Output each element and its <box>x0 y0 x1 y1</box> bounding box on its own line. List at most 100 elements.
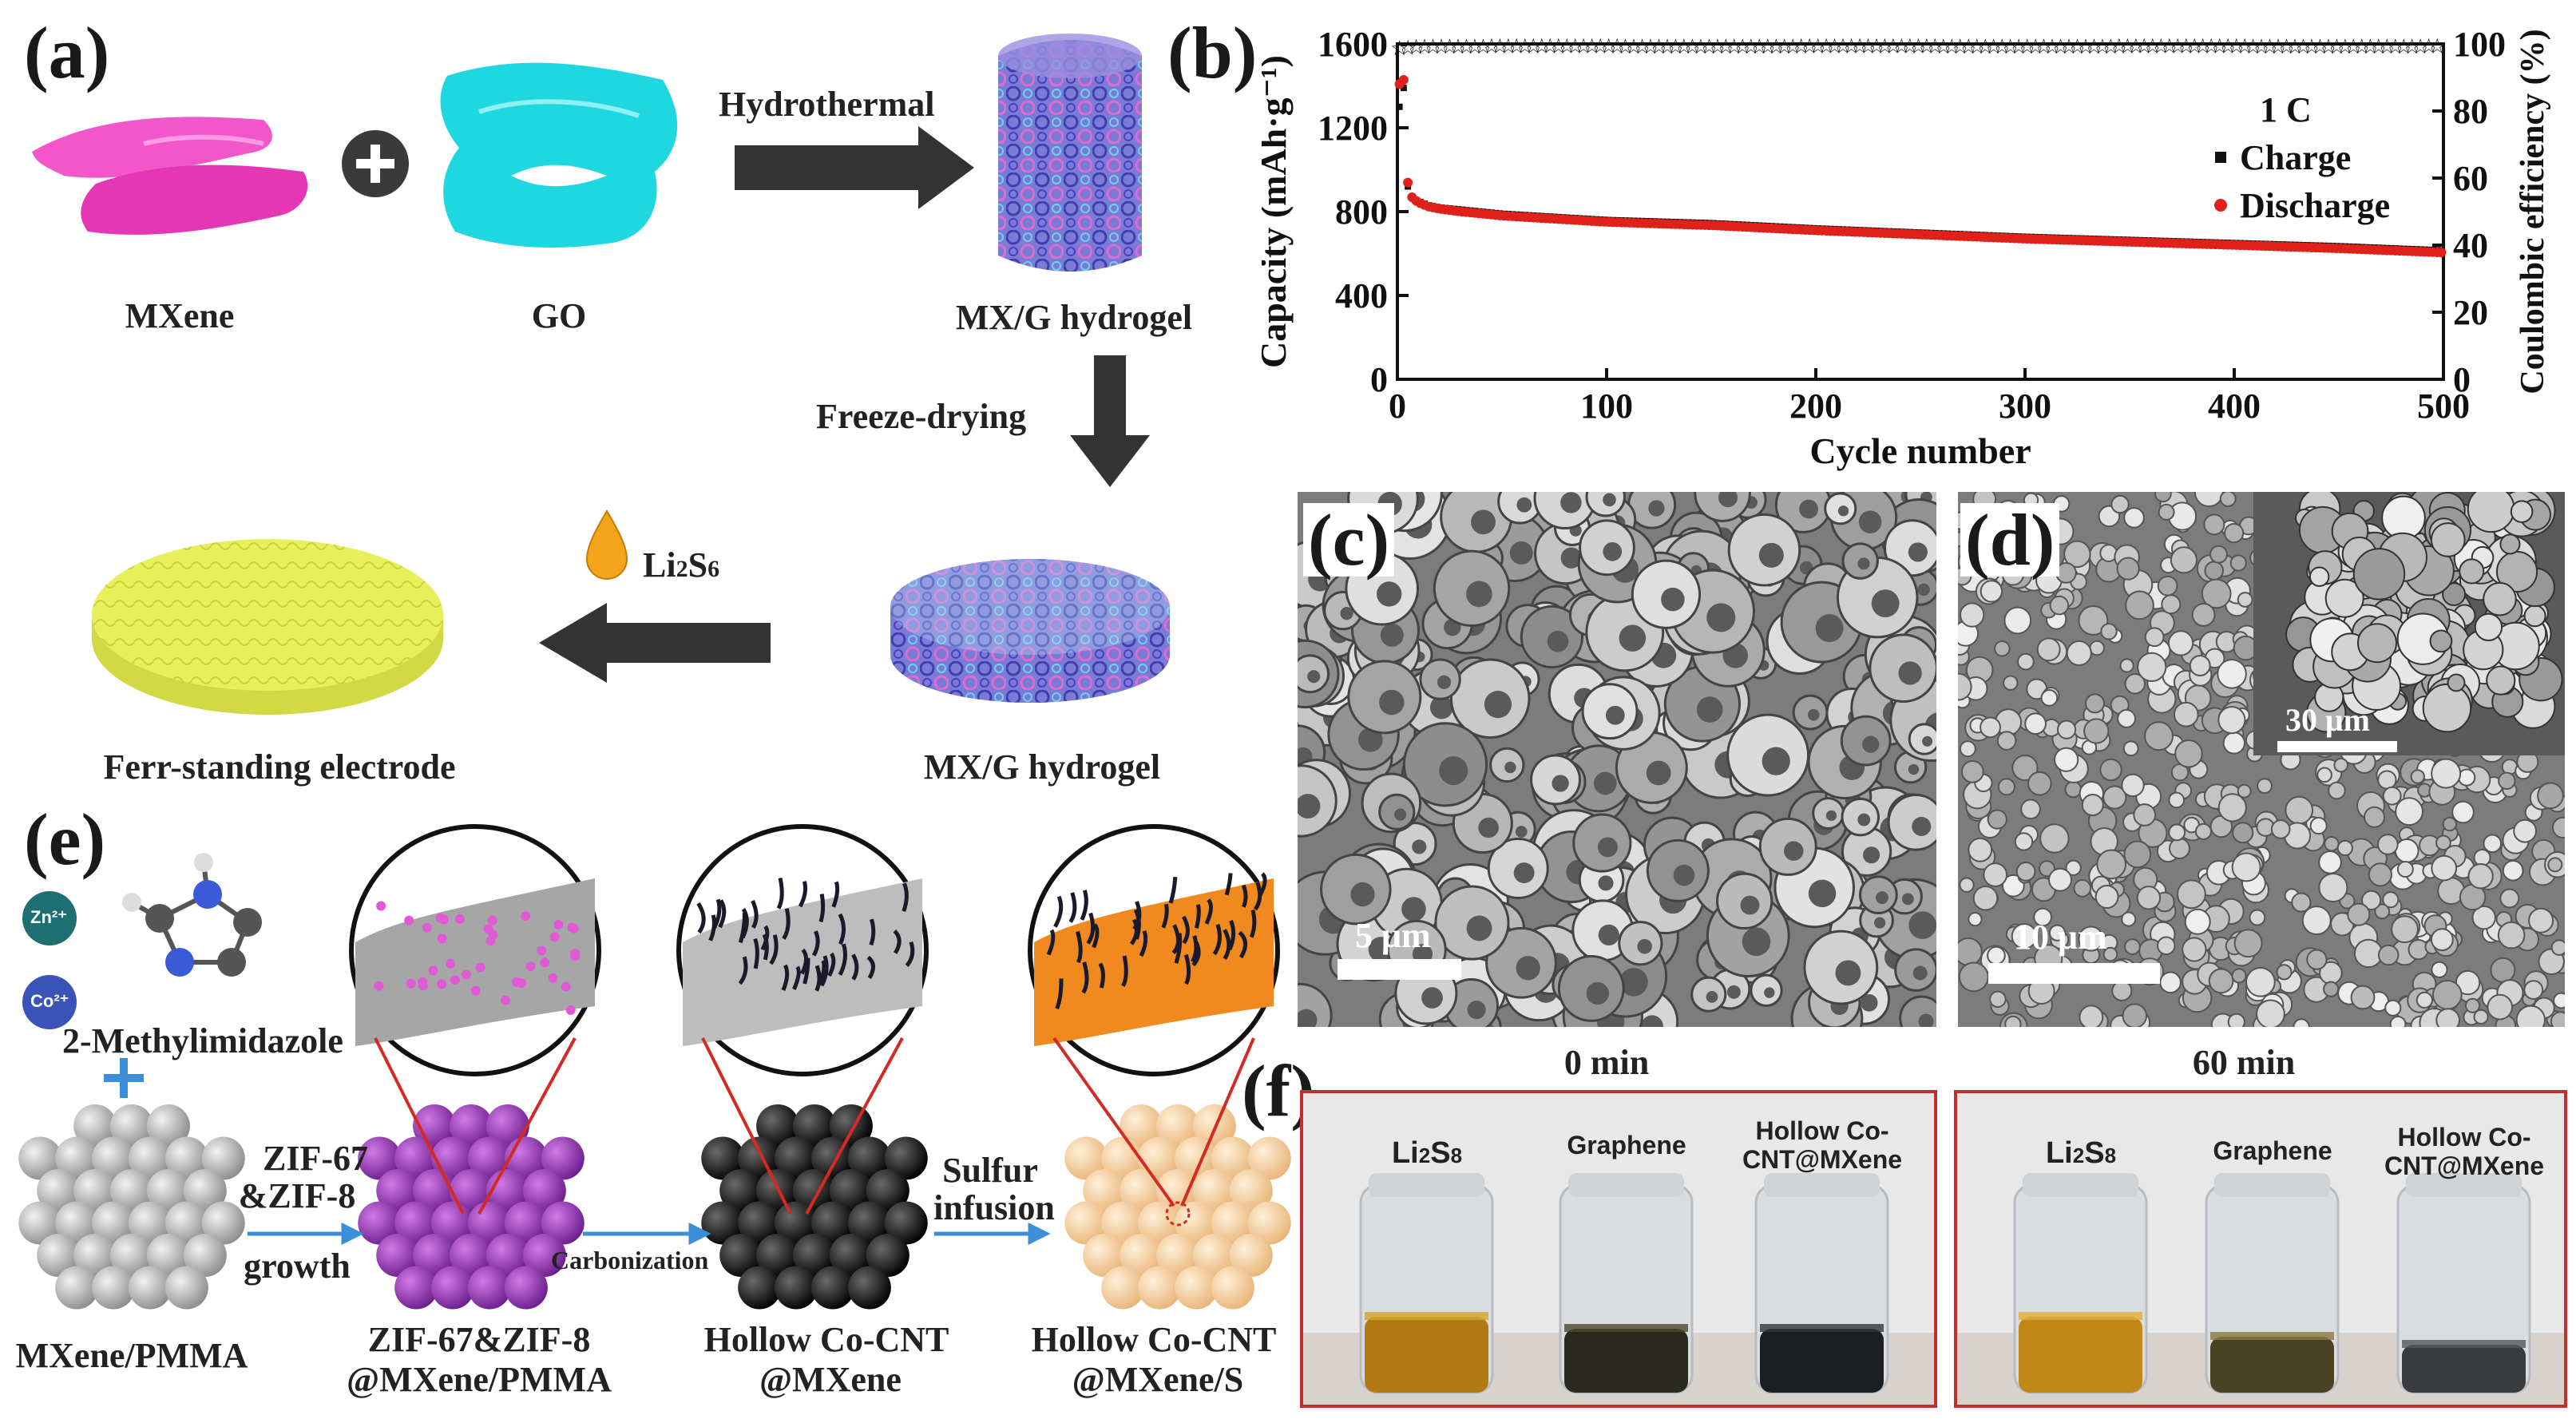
ce-point: ☆ <box>2361 35 2380 58</box>
sem-image-c: 5 μm <box>1298 492 1936 1027</box>
ce-point: ☆ <box>2344 35 2363 58</box>
sphere <box>1156 1169 1199 1212</box>
ce-point: ☆ <box>2277 35 2296 58</box>
sphere <box>394 1266 438 1310</box>
scale-bar-d <box>1988 963 2160 984</box>
zoom-circle-zif <box>349 824 601 1215</box>
ce-point: ☆ <box>1415 35 1433 58</box>
sphere <box>485 1234 529 1277</box>
discharge-point <box>1398 75 1409 85</box>
ce-point: ☆ <box>1775 35 1793 58</box>
x-tick-label: 100 <box>1580 386 1633 426</box>
sphere <box>183 1169 227 1212</box>
sphere <box>431 1266 475 1310</box>
ce-point: ☆ <box>1784 35 1802 58</box>
ce-point: ☆ <box>1583 35 1601 58</box>
x-tick-label: 0 <box>1389 386 1406 426</box>
ce-point: ☆ <box>1976 35 1995 58</box>
sphere <box>522 1169 566 1212</box>
ce-point: ☆ <box>2051 35 2070 58</box>
sphere <box>1101 1266 1145 1310</box>
ce-point: ☆ <box>1524 35 1543 58</box>
ce-point: ☆ <box>1591 35 1609 58</box>
ce-point: ☆ <box>2035 35 2053 58</box>
vials-60min: Li2S8 Graphene Hollow Co- CNT@MXene <box>1954 1090 2567 1408</box>
y-right-tick-label: 100 <box>2453 25 2506 64</box>
sphere <box>775 1266 818 1310</box>
panel-e-label: (e) <box>24 799 106 880</box>
ce-point: ☆ <box>2386 35 2404 58</box>
ce-point: ☆ <box>2135 35 2154 58</box>
ce-point: ☆ <box>2093 35 2111 58</box>
mxene-sheets-illustration <box>32 117 308 235</box>
sulfur-infusion-label-1: Sulfur <box>942 1151 1038 1190</box>
panel-c-label: (c) <box>1303 503 1395 577</box>
ce-point: ☆ <box>1900 35 1919 58</box>
ce-point: ☆ <box>2235 35 2253 58</box>
ce-point: ☆ <box>2152 35 2170 58</box>
sphere <box>467 1136 511 1180</box>
co-ion-text: Co²⁺ <box>30 991 69 1011</box>
plus-icon <box>342 130 409 197</box>
sphere <box>1174 1201 1218 1245</box>
sphere <box>55 1136 99 1180</box>
vial-hollow-label-60a: Hollow Co- <box>2397 1123 2531 1151</box>
ce-point: ☆ <box>1482 35 1500 58</box>
sphere <box>146 1169 190 1212</box>
sphere <box>201 1201 245 1245</box>
sphere <box>504 1201 548 1245</box>
ce-point: ☆ <box>2018 35 2036 58</box>
sphere <box>1101 1201 1145 1245</box>
sphere <box>55 1266 99 1310</box>
y-right-tick-label: 40 <box>2453 226 2488 265</box>
sphere <box>1083 1169 1127 1212</box>
sphere <box>756 1104 800 1148</box>
sphere <box>413 1234 457 1277</box>
time-0-label: 0 min <box>1563 1043 1650 1082</box>
ce-point: ☆ <box>1566 35 1584 58</box>
ce-point: ☆ <box>1909 35 1928 58</box>
panel-e-graphic <box>18 824 1291 1310</box>
ce-point: ☆ <box>1491 35 1509 58</box>
ce-point: ☆ <box>1742 35 1760 58</box>
ce-point: ☆ <box>1398 36 1417 59</box>
sphere <box>37 1169 81 1212</box>
ce-point: ☆ <box>2269 35 2287 58</box>
sphere <box>110 1104 153 1148</box>
sphere <box>1247 1136 1291 1180</box>
ce-point: ☆ <box>1691 35 1710 58</box>
sphere <box>541 1136 585 1180</box>
ce-point: ☆ <box>1842 35 1861 58</box>
li2s6-label: Li2S6 <box>643 545 720 585</box>
sphere <box>128 1266 172 1310</box>
sphere <box>847 1136 891 1180</box>
process-arrows <box>248 1222 1051 1246</box>
zif-mxene-label-1: ZIF-67&ZIF-8 <box>367 1320 591 1359</box>
legend-label: Discharge <box>2240 186 2390 225</box>
sphere <box>18 1201 62 1245</box>
panel-a-graphic <box>32 34 1170 715</box>
sphere <box>1138 1201 1182 1245</box>
ce-point: ☆ <box>1599 35 1618 58</box>
charge-point <box>1400 85 1407 92</box>
sphere <box>55 1201 99 1245</box>
ce-point: ☆ <box>1993 35 2011 58</box>
panel-a-label: (a) <box>24 12 110 93</box>
sphere <box>738 1136 782 1180</box>
sphere <box>1211 1136 1254 1180</box>
mxene-pmma-label: MXene/PMMA <box>15 1336 248 1375</box>
ce-point: ☆ <box>1767 35 1785 58</box>
sem-inset-d: 30 μm <box>2253 492 2565 755</box>
ce-point: ☆ <box>2378 35 2396 58</box>
hydrogel-label-bottom: MX/G hydrogel <box>923 747 1161 787</box>
vial-graphene-label-0: Graphene <box>1567 1131 1686 1159</box>
ce-point: ☆ <box>1800 35 1818 58</box>
ce-point: ☆ <box>1607 35 1626 58</box>
ce-point: ☆ <box>1666 35 1685 58</box>
sphere <box>164 1201 208 1245</box>
sphere <box>450 1104 493 1148</box>
y-right-axis-label: Coulombic efficiency (%) <box>2515 29 2551 394</box>
ce-point: ☆ <box>2319 35 2337 58</box>
vial-hollow-label-0a: Hollow Co- <box>1755 1116 1889 1145</box>
sphere <box>522 1234 566 1277</box>
